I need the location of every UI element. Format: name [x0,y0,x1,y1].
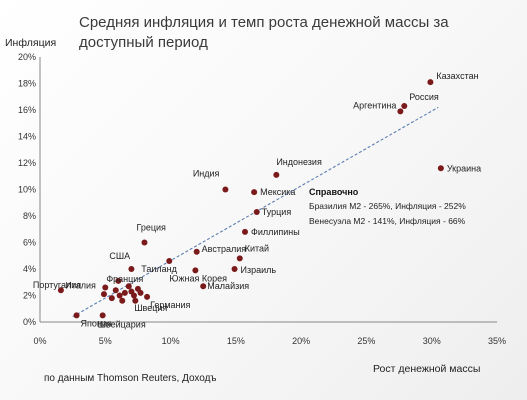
x-tick-label: 5% [99,336,112,346]
data-point [144,293,151,300]
data-point-label: Мексика [260,187,295,197]
data-point [236,255,243,262]
data-point [132,297,139,304]
y-tick-label: 8% [23,211,36,221]
data-point [241,228,248,235]
chart-title-line-2: доступный период [79,34,208,51]
data-point-label: Австралия [202,244,247,254]
y-tick-label: 10% [18,185,36,195]
x-tick-label: 0% [33,336,46,346]
data-point [99,312,106,319]
source-note: по данным Thomson Reuters, Доходъ [44,373,217,384]
y-tick-label: 14% [18,132,36,142]
data-point [57,287,64,294]
y-tick-label: 2% [23,291,36,301]
reference-note: Справочно Бразилия М2 - 265%, Инфляция -… [309,187,466,226]
data-point-label: Швейцария [98,319,146,329]
tick-labels: 0% 2% 4% 6% 8% 10% 12% 14% 16% 18% 20% 0% 5% 10% 15% 20… [18,52,506,346]
data-point [222,186,229,193]
y-tick-label: 4% [23,264,36,274]
data-point-label: Россия [409,92,439,102]
data-point-label: Греция [136,223,166,233]
data-point-label: Франция [106,274,143,284]
data-point [141,239,148,246]
data-point [401,103,408,110]
data-point-label: Израиль [241,265,277,275]
data-point [131,292,138,299]
data-point [253,209,260,216]
reference-note-line-2: Венесуэла М2 - 141%, Инфляция - 66% [309,216,466,226]
y-tick-label: 18% [18,79,36,89]
data-point [193,248,200,255]
data-point-label: Турция [262,207,292,217]
data-point-label: США [109,251,130,261]
data-point-label: Таиланд [141,264,177,274]
data-point [192,267,199,274]
y-tick-label: 6% [23,238,36,248]
data-point-label: Индия [193,169,220,179]
x-axis-title: Рост денежной массы [373,363,480,375]
reference-note-line-1: Бразилия М2 - 265%, Инфляция - 252% [309,201,466,211]
data-point-label: Украина [447,163,481,173]
data-point [119,297,126,304]
data-point [102,284,109,291]
chart-title-line-1: Средняя инфляция и темп роста денежной м… [79,14,449,31]
data-point-label: Япония [81,318,112,328]
y-tick-label: 16% [18,105,36,115]
x-tick-label: 15% [227,336,245,346]
data-point [100,291,107,298]
x-tick-label: 25% [357,336,375,346]
x-tick-label: 10% [162,336,180,346]
data-point [397,108,404,115]
data-point-label: Италия [65,281,96,291]
data-point-label: Южная Корея [169,273,227,283]
data-point [108,295,115,302]
data-point [121,289,128,296]
data-points: Казахстан Россия Аргентина Украина Индонезия… [33,71,481,329]
data-point [437,165,444,172]
data-point-label: Швеция [134,303,167,313]
data-point [125,283,132,290]
y-tick-label: 12% [18,158,36,168]
data-point [116,292,123,299]
data-point [166,258,173,265]
x-tick-label: 35% [488,336,506,346]
data-point [137,289,144,296]
data-point-label: Германия [150,300,190,310]
y-tick-label: 20% [18,52,36,62]
data-point [273,171,280,178]
data-point-label: Филлипины [251,227,300,237]
data-point [231,266,238,272]
data-point [128,266,135,272]
y-axis-title: Инфляция [5,37,56,49]
x-tick-label: 30% [423,336,441,346]
data-point-label: Индонезия [276,157,322,167]
reference-note-heading: Справочно [309,187,359,197]
x-tick-label: 20% [292,336,310,346]
data-point-label: Португалия [33,280,81,290]
data-point [112,287,119,294]
data-point [115,277,122,284]
data-point [427,79,434,86]
data-point-label: Малайзия [207,281,249,291]
data-point-label: Аргентина [353,100,396,110]
data-point [251,189,258,196]
data-point-label: Казахстан [436,71,478,81]
y-tick-label: 0% [23,317,36,327]
data-point [73,312,80,319]
data-point [200,283,207,290]
data-point-label: Китай [245,243,269,253]
